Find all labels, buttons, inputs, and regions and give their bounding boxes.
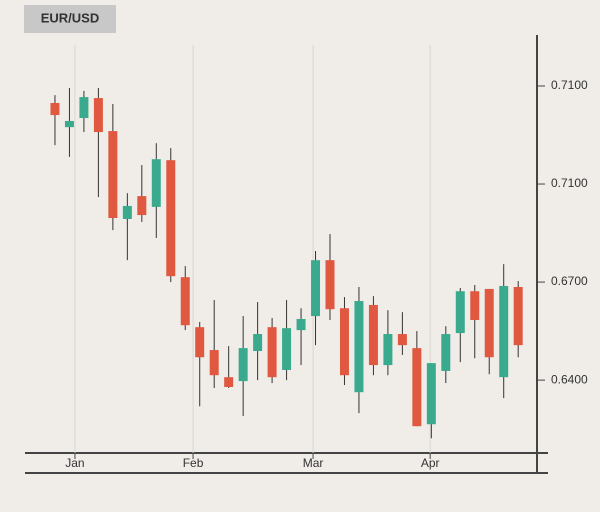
candle-body <box>311 260 321 317</box>
chart-title: EUR/USD <box>41 10 100 25</box>
candle-body <box>50 102 60 116</box>
candle-body <box>180 277 190 326</box>
candle-body <box>151 159 161 207</box>
candle-body <box>253 334 263 352</box>
candle-body <box>108 131 118 219</box>
candle-body <box>296 319 306 331</box>
candle-body <box>441 334 451 371</box>
candle-body <box>513 286 523 346</box>
title-box <box>24 5 116 33</box>
candle-body <box>339 308 349 376</box>
y-tick-label: 0.6700 <box>551 274 588 288</box>
y-tick-label: 0.7100 <box>551 78 588 92</box>
candle-body <box>470 291 480 320</box>
candle-body <box>64 120 74 128</box>
candle-body <box>238 348 248 382</box>
x-tick-label: Apr <box>421 456 440 470</box>
candle-body <box>224 377 234 387</box>
candle-body <box>195 327 205 358</box>
candle-body <box>397 334 407 346</box>
candle-body <box>383 334 393 366</box>
x-tick-label: Mar <box>303 456 324 470</box>
candle-body <box>455 291 465 334</box>
candle-body <box>426 363 436 425</box>
x-tick-label: Feb <box>183 456 204 470</box>
candle-body <box>354 301 364 393</box>
candle-body <box>368 304 378 366</box>
candle-body <box>166 160 176 277</box>
candle-body <box>267 327 277 378</box>
candle-body <box>209 350 219 376</box>
candle-body <box>79 97 89 119</box>
candle-body <box>122 205 132 219</box>
y-tick-label: 0.7100 <box>551 176 588 190</box>
candle-body <box>325 260 335 310</box>
candle-body <box>282 328 292 370</box>
candle-body <box>137 196 147 216</box>
candle-body <box>412 348 422 427</box>
y-tick-label: 0.6400 <box>551 372 588 386</box>
candle-body <box>484 288 494 358</box>
x-tick-label: Jan <box>65 456 84 470</box>
candle-body <box>499 285 509 378</box>
candle-body <box>93 98 103 133</box>
